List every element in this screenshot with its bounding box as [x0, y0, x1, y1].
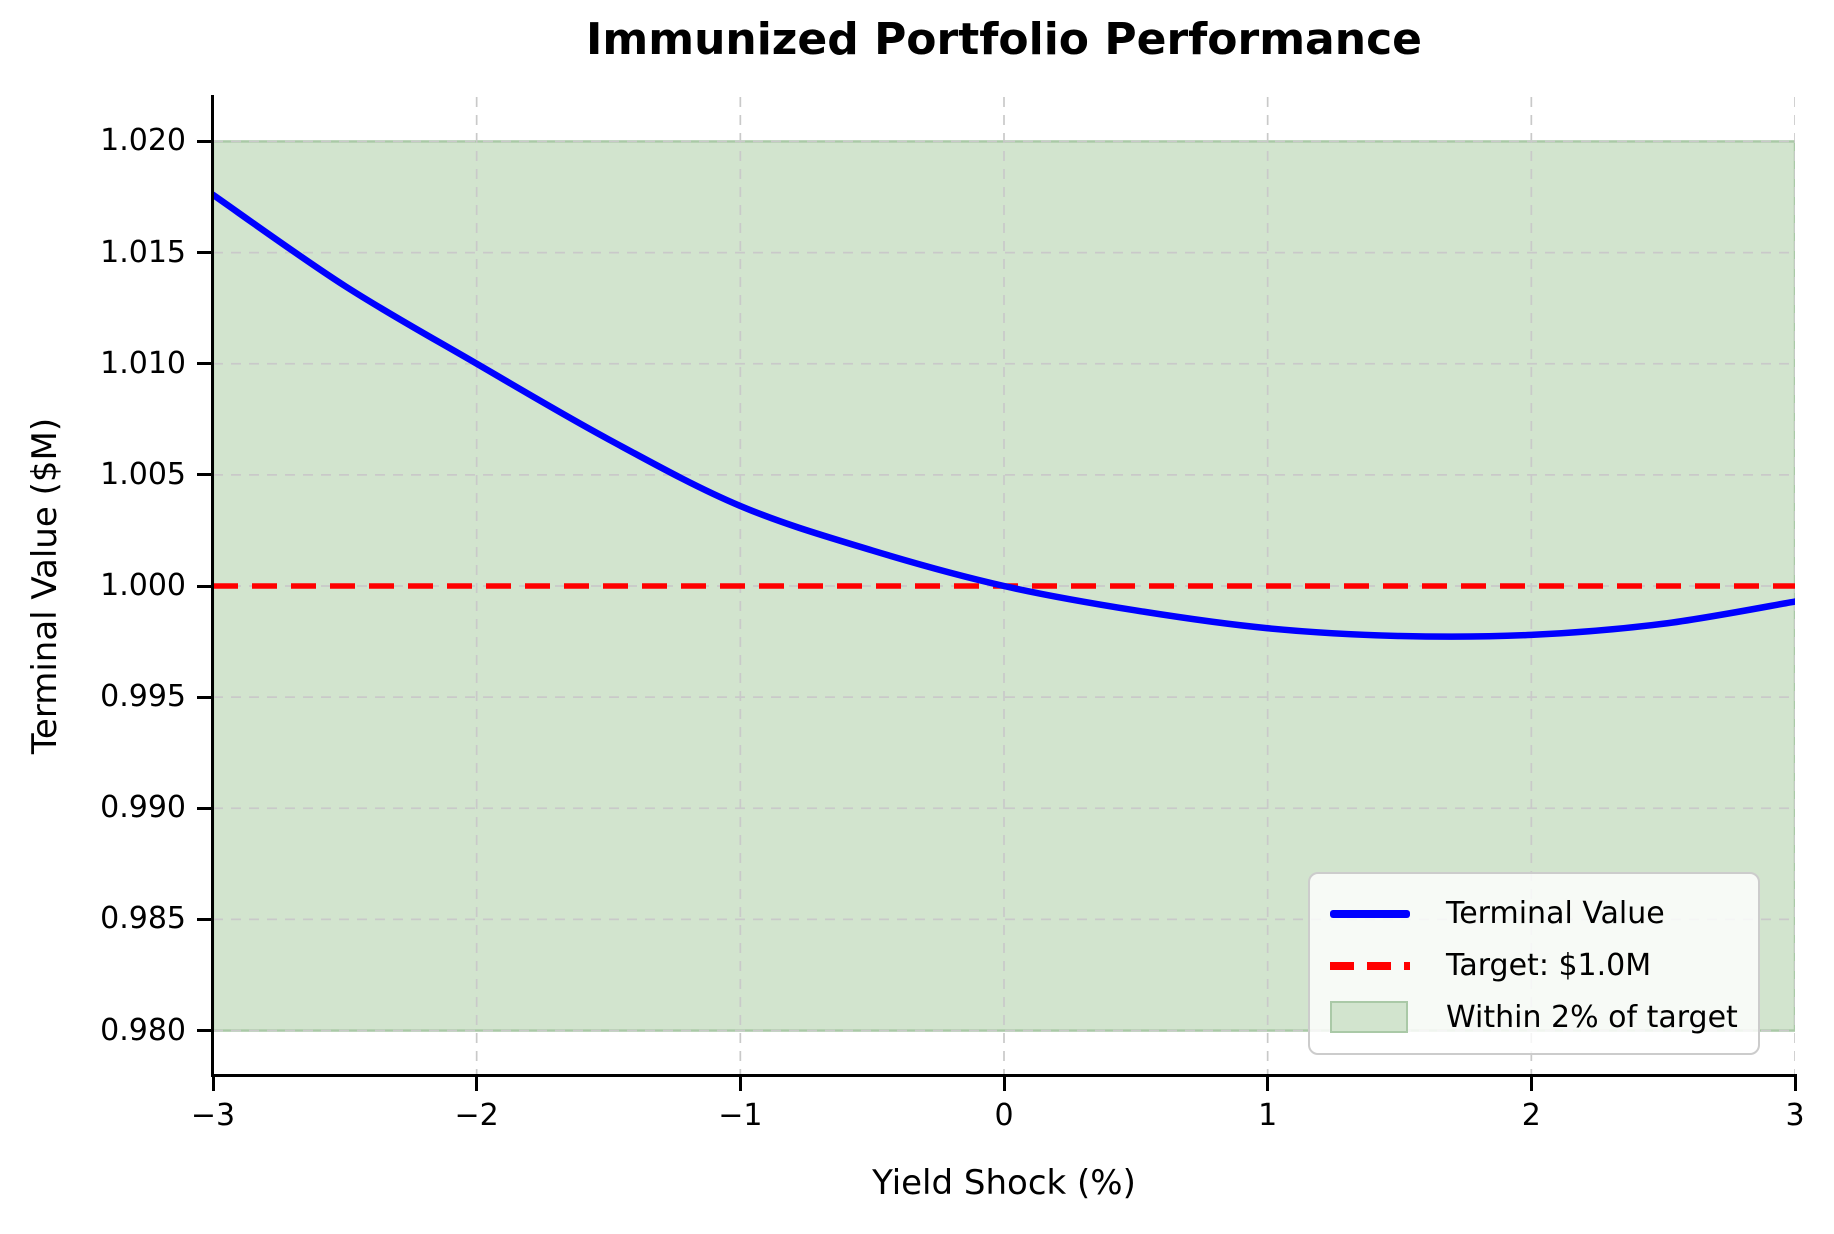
- legend-line-swatch-red-dashed: [1330, 961, 1412, 970]
- y-tick-label: 1.020: [100, 123, 186, 159]
- y-axis-label: Terminal Value ($M): [25, 417, 65, 755]
- y-tick-label: 1.010: [100, 345, 186, 381]
- y-tick-mark: [197, 473, 211, 477]
- legend-line-swatch-blue: [1330, 909, 1412, 918]
- x-tick-label: 1: [1258, 1098, 1278, 1133]
- left-axis-spine: [211, 95, 214, 1077]
- y-tick-label: 0.995: [100, 679, 186, 715]
- legend-item-target: Target: $1.0M: [1330, 940, 1740, 992]
- x-tick-mark: [1793, 1077, 1797, 1091]
- band-patch-icon: [1330, 1001, 1408, 1034]
- bottom-axis-spine: [211, 1074, 1797, 1077]
- legend-patch-swatch-green: [1330, 1001, 1412, 1034]
- y-tick-mark: [197, 917, 211, 921]
- legend-label-terminal-value: Terminal Value: [1446, 896, 1665, 932]
- terminal-value-curve: [213, 191, 1795, 640]
- chart-title: Immunized Portfolio Performance: [586, 14, 1422, 65]
- terminal-value-line-icon: [1330, 909, 1410, 918]
- y-tick-label: 1.015: [100, 234, 186, 270]
- x-tick-mark: [1529, 1077, 1533, 1091]
- x-tick-label: −3: [190, 1098, 236, 1133]
- plot-area: [213, 97, 1795, 1075]
- y-tick-mark: [197, 139, 211, 143]
- y-tick-mark: [197, 1029, 211, 1033]
- x-tick-mark: [211, 1077, 215, 1091]
- target-dashed-line-icon: [1330, 961, 1410, 970]
- y-tick-label: 1.005: [100, 456, 186, 492]
- legend: Terminal Value Target: $1.0M Within 2% o…: [1308, 872, 1760, 1055]
- x-axis-label: Yield Shock (%): [872, 1163, 1136, 1203]
- x-tick-mark: [475, 1077, 479, 1091]
- y-tick-mark: [197, 251, 211, 255]
- legend-item-band: Within 2% of target: [1330, 991, 1740, 1043]
- x-tick-label: −2: [454, 1098, 499, 1133]
- x-tick-label: −1: [718, 1098, 763, 1133]
- y-tick-label: 0.980: [100, 1012, 186, 1048]
- x-tick-mark: [738, 1077, 742, 1091]
- y-tick-label: 1.000: [100, 568, 186, 603]
- x-tick-mark: [1002, 1077, 1006, 1091]
- x-tick-label: 2: [1521, 1098, 1541, 1133]
- x-tick-label: 0: [994, 1098, 1014, 1133]
- y-tick-label: 0.990: [100, 790, 186, 826]
- legend-label-target: Target: $1.0M: [1446, 948, 1652, 983]
- x-tick-label: 3: [1785, 1098, 1805, 1133]
- legend-item-terminal-value: Terminal Value: [1330, 888, 1740, 940]
- y-tick-mark: [197, 695, 211, 699]
- x-tick-mark: [1266, 1077, 1270, 1091]
- y-tick-mark: [197, 584, 211, 588]
- legend-label-band: Within 2% of target: [1446, 999, 1738, 1035]
- y-tick-label: 0.985: [100, 901, 186, 937]
- y-tick-mark: [197, 806, 211, 810]
- y-tick-mark: [197, 362, 211, 366]
